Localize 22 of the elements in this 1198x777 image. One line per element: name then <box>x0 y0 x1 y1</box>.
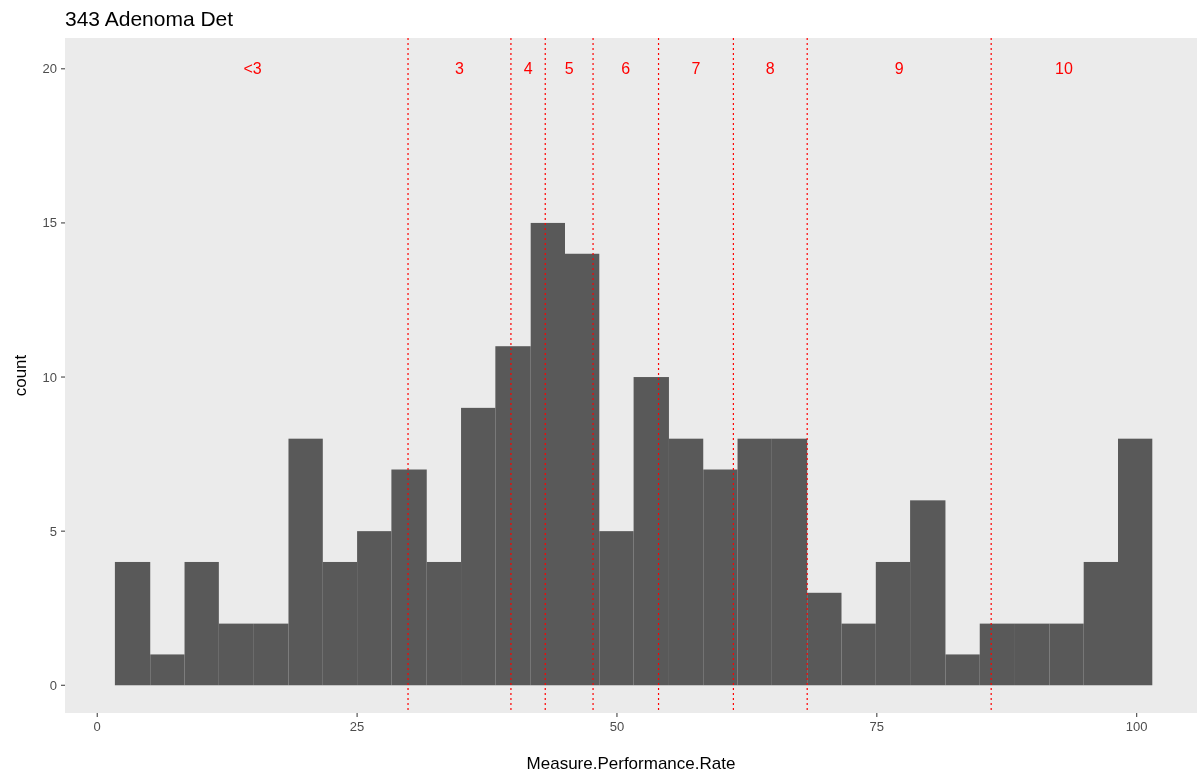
annotation: 9 <box>894 60 904 78</box>
y-tick-label: 0 <box>49 677 57 693</box>
annotation: 5 <box>564 60 574 78</box>
annotation: 3 <box>455 60 465 78</box>
annotation: 10 <box>1055 60 1073 78</box>
y-tick-label: 20 <box>42 61 57 77</box>
y-tick-label: 10 <box>42 369 57 385</box>
annotation: 8 <box>765 60 775 78</box>
x-tick-label: 75 <box>869 719 885 734</box>
y-tick-label: 15 <box>42 215 57 231</box>
y-axis-title: count <box>11 354 30 397</box>
x-tick-label: 100 <box>1125 719 1148 734</box>
chart-title: 343 Adenoma Det <box>65 7 234 30</box>
annotation: 7 <box>691 60 701 78</box>
x-axis-title: Measure.Performance.Rate <box>526 754 736 773</box>
annotation: 6 <box>621 60 631 78</box>
x-tick-label: 0 <box>93 719 101 734</box>
x-tick-label: 25 <box>349 719 365 734</box>
y-tick-label: 5 <box>49 523 57 539</box>
annotation: 4 <box>523 60 533 78</box>
annotation: <3 <box>243 60 262 78</box>
x-tick-label: 50 <box>609 719 625 734</box>
